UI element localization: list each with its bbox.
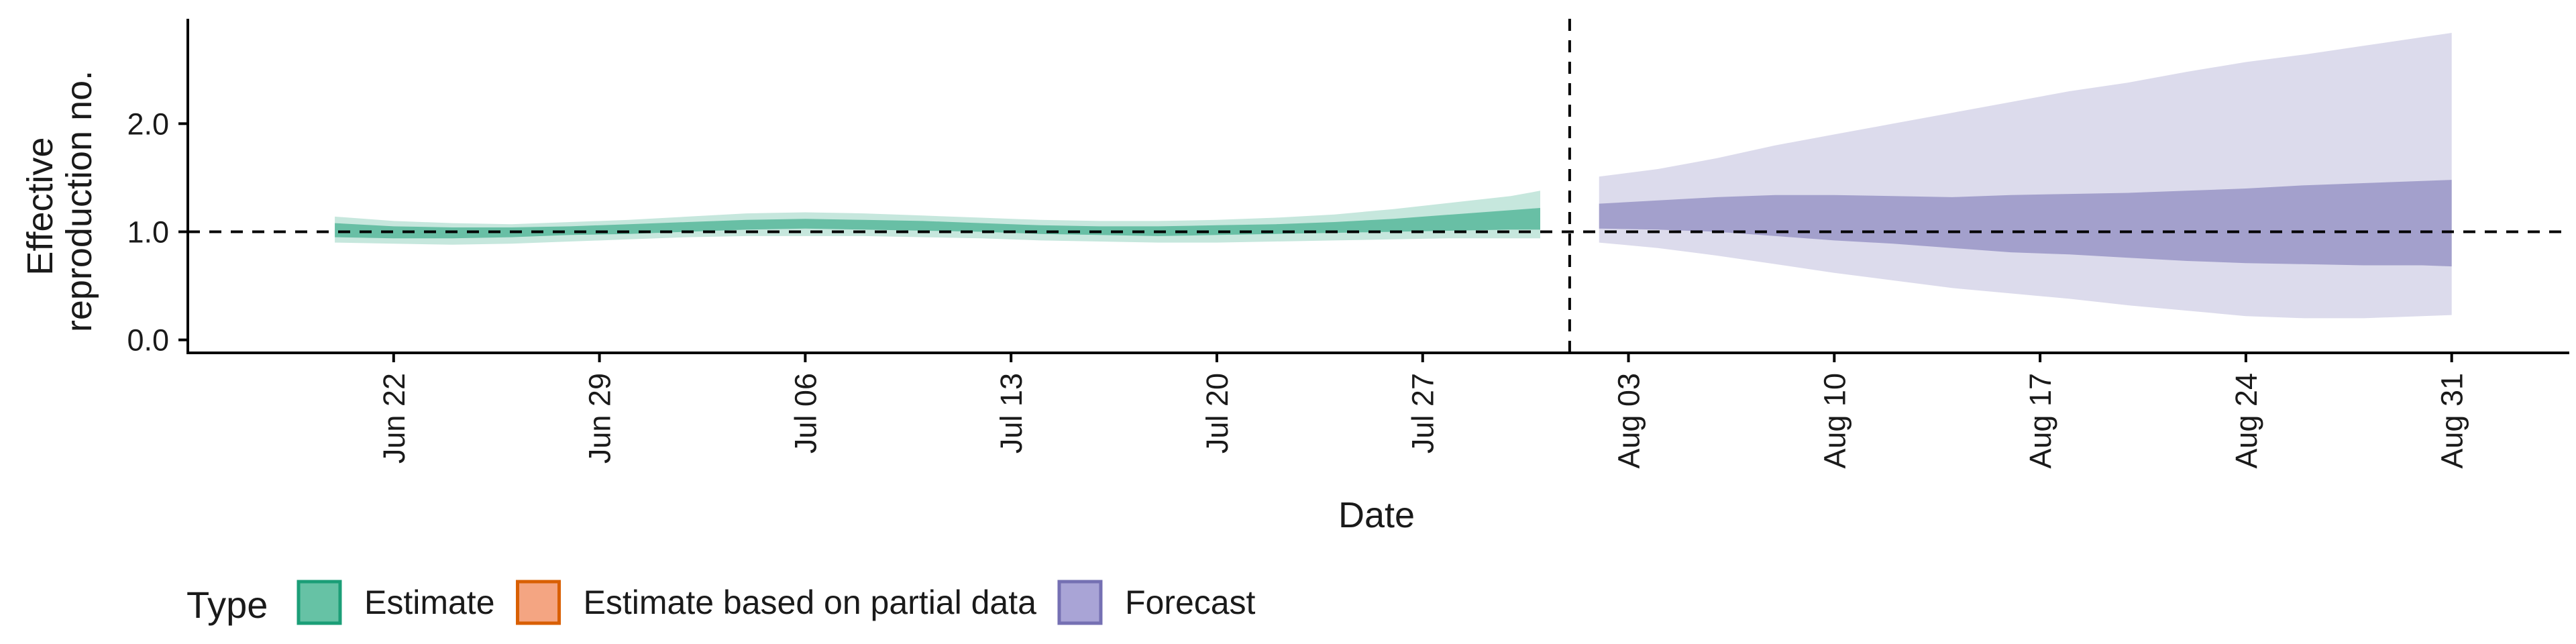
x-axis-title: Date — [1338, 495, 1415, 535]
x-tick-label: Jul 13 — [994, 373, 1028, 453]
x-tick-label: Jul 20 — [1200, 373, 1234, 453]
y-tick-label: 1.0 — [127, 215, 169, 249]
legend-label-forecast: Forecast — [1125, 584, 1256, 621]
legend-items: Estimate Estimate based on partial data Fo… — [297, 580, 1256, 625]
x-tick-label: Aug 31 — [2435, 373, 2469, 469]
x-tick-label: Aug 17 — [2023, 373, 2057, 469]
legend-key-forecast — [1057, 580, 1103, 625]
x-tick-label: Jul 06 — [788, 373, 822, 453]
x-tick-label: Jul 27 — [1406, 373, 1440, 453]
x-axis-ticks: Jun 22 Jun 29 Jul 06 Jul 13 Jul 20 Jul 27 Aug … — [377, 353, 2469, 469]
legend: Type Estimate Estimate based on partial d… — [186, 580, 1256, 626]
forecast-inner-interval — [1599, 180, 2452, 267]
y-axis-title: Effective reproduction no. — [20, 70, 99, 332]
x-tick-label: Jun 29 — [583, 373, 617, 464]
estimate-inner-interval — [335, 208, 1541, 239]
legend-label-estimate: Estimate — [364, 584, 495, 621]
forecast-outer-interval — [1599, 33, 2452, 319]
y-axis-title-line-1: Effective — [20, 137, 60, 275]
legend-key-estimate — [297, 580, 342, 625]
ribbon-layer — [335, 33, 2452, 319]
legend-title: Type — [186, 584, 268, 626]
y-tick-label: 0.0 — [127, 323, 169, 358]
x-tick-label: Aug 24 — [2229, 373, 2263, 469]
legend-label-estimate-based-on-partial-data: Estimate based on partial data — [584, 584, 1037, 621]
x-tick-label: Aug 03 — [1612, 373, 1646, 469]
x-tick-label: Jun 22 — [377, 373, 411, 464]
legend-key-estimate-based-on-partial-data — [516, 580, 561, 625]
y-axis-ticks: 0.0 1.0 2.0 — [127, 107, 188, 358]
x-tick-label: Aug 10 — [1817, 373, 1851, 469]
y-axis-title-line-2: reproduction no. — [59, 70, 99, 332]
y-tick-label: 2.0 — [127, 107, 169, 141]
